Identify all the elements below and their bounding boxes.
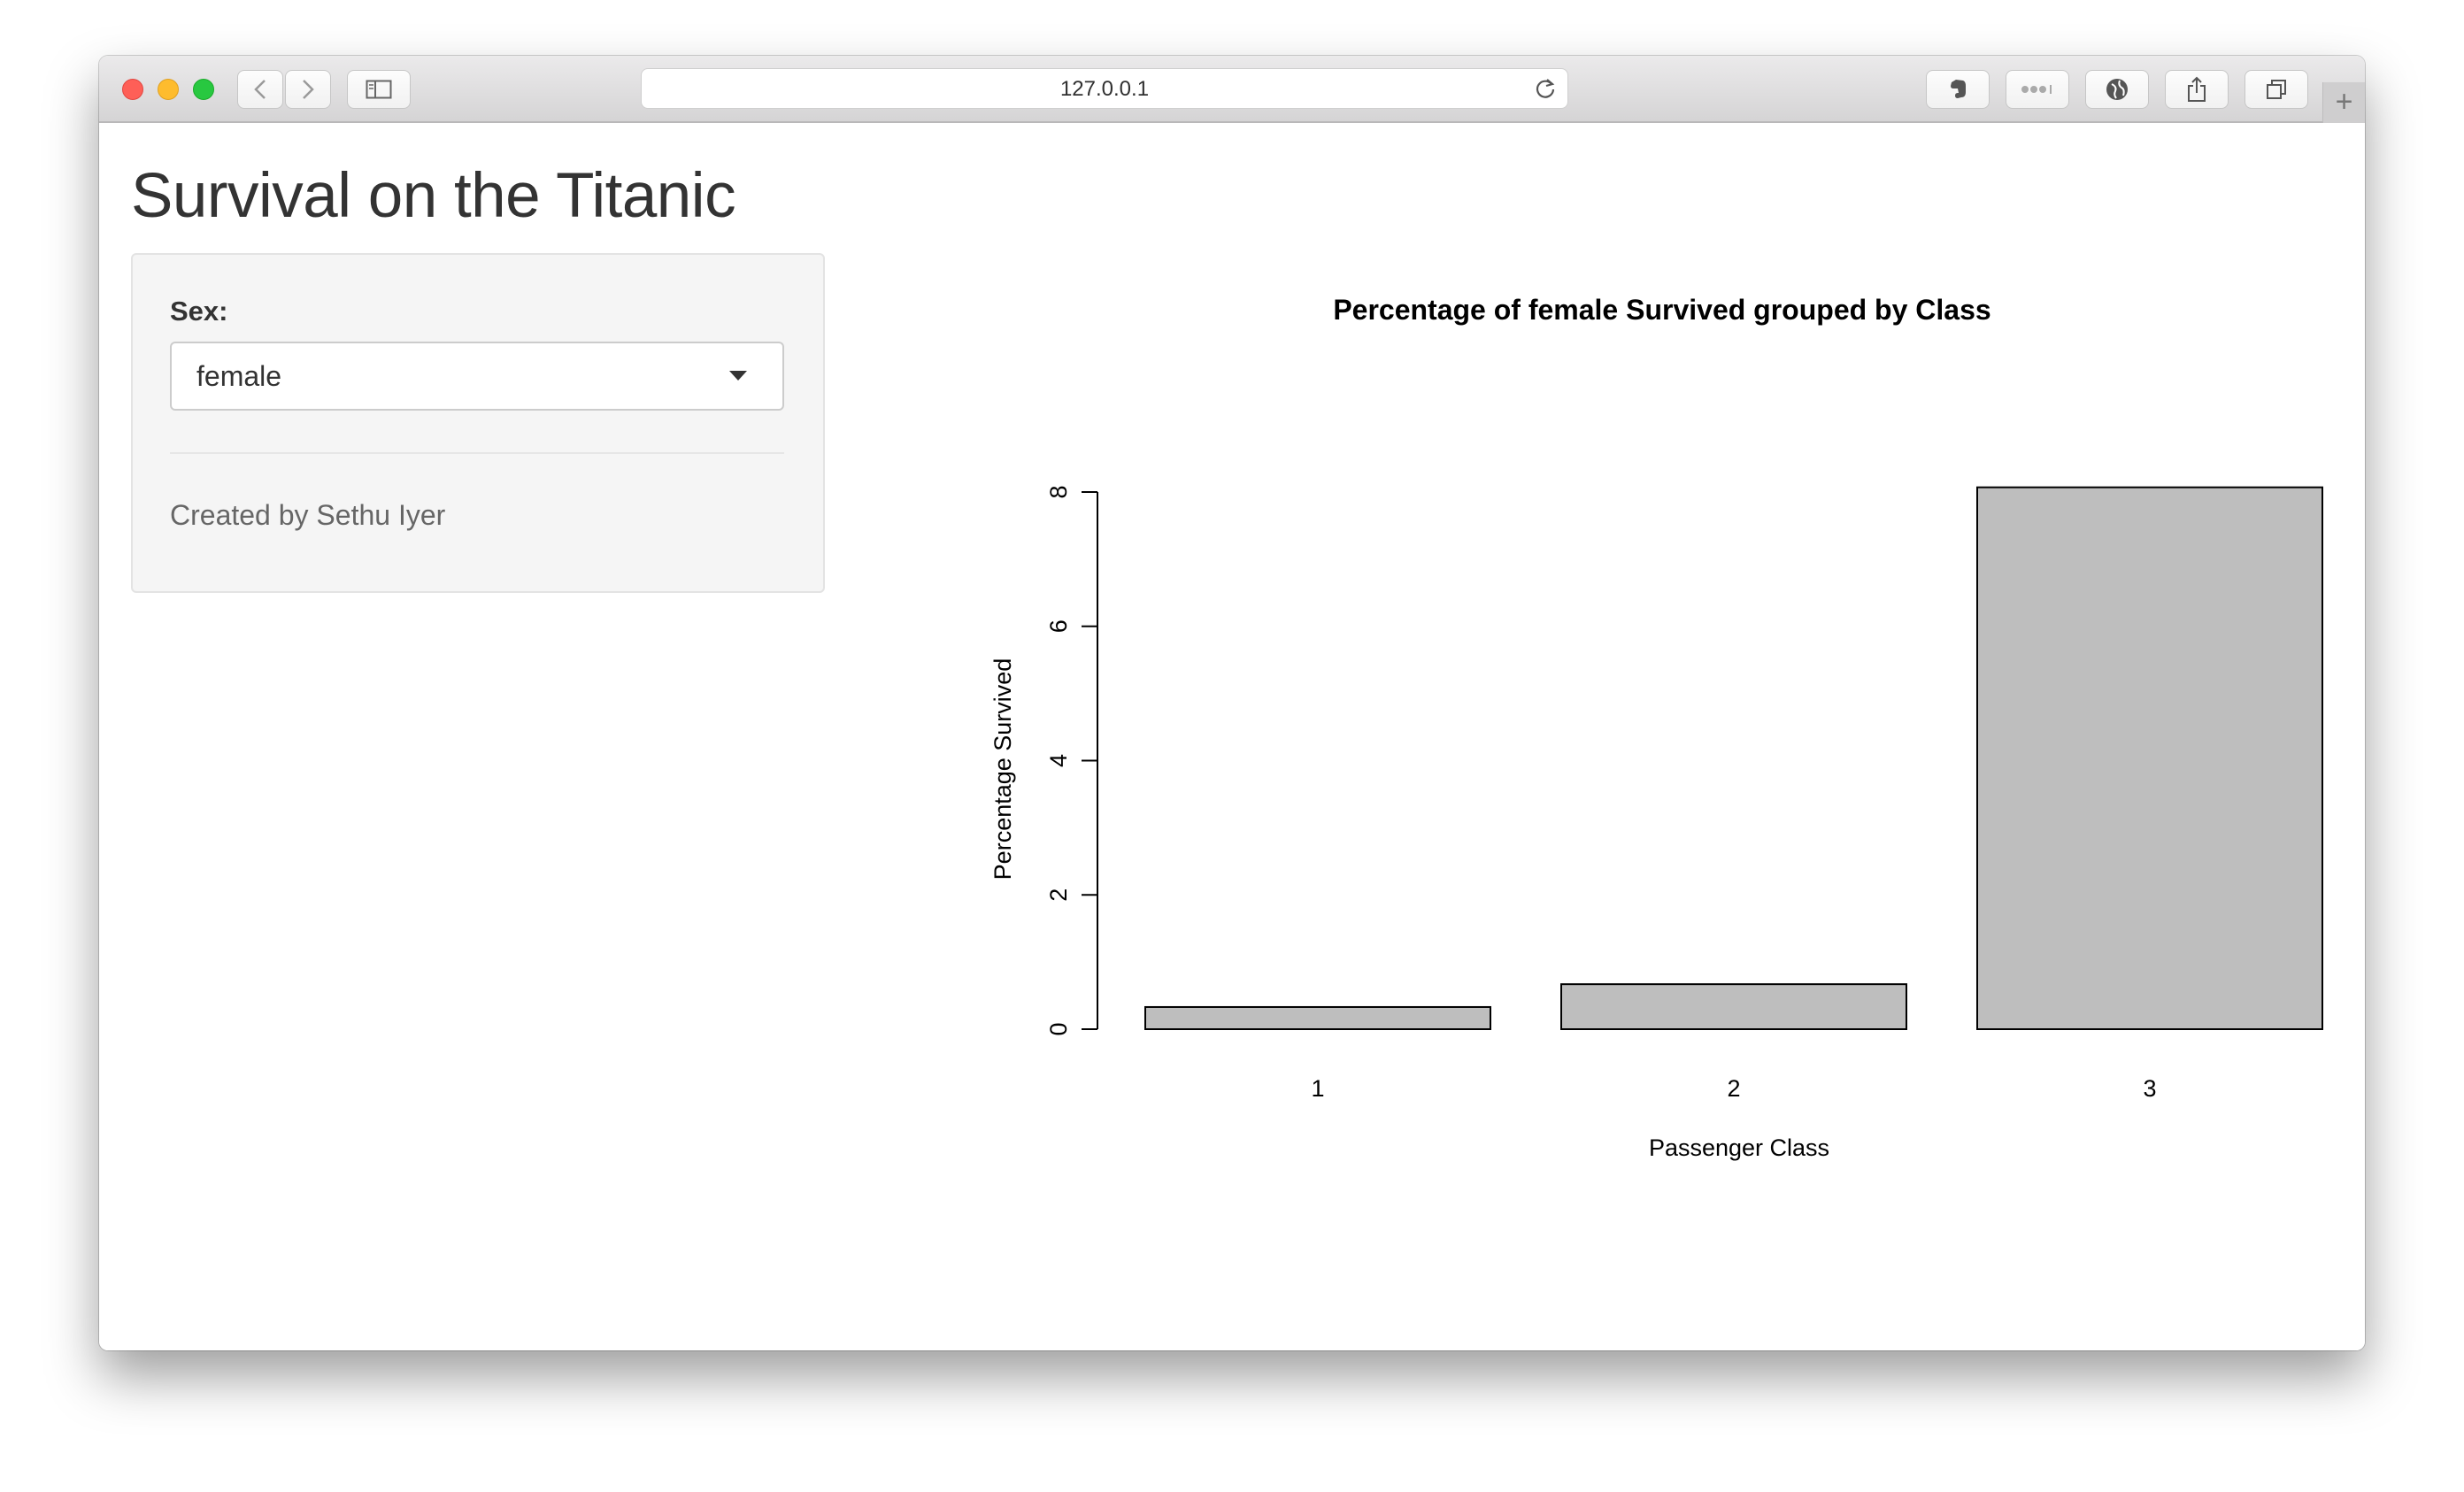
caret-down-icon: [729, 371, 747, 381]
zoom-window-button[interactable]: [193, 79, 214, 100]
y-tick-label: 2: [1045, 888, 1072, 902]
chevron-left-icon: [254, 80, 266, 99]
chart-bar: [1560, 983, 1907, 1031]
share-icon: [2188, 76, 2206, 102]
y-tick-label: 4: [1045, 754, 1072, 767]
forward-button[interactable]: [285, 70, 331, 109]
chart-x-tick-labels: 1 2 3: [1311, 1075, 2156, 1102]
sidebar-panel: Sex: female Created by Sethu Iyer: [131, 253, 825, 593]
tabs-overview-button[interactable]: [2245, 70, 2308, 109]
share-button[interactable]: [2165, 70, 2229, 109]
evernote-icon: [1951, 80, 1966, 98]
globe-icon: [2106, 79, 2128, 100]
y-tick-label: 0: [1045, 1022, 1072, 1035]
plus-icon: +: [2335, 85, 2353, 119]
chart-bar: [1976, 486, 2323, 1031]
chart-title: Percentage of female Survived grouped by…: [1333, 294, 1990, 326]
profile-button[interactable]: [2085, 70, 2149, 109]
chart-bar: [1144, 1005, 1491, 1030]
more-dots-icon: [2021, 85, 2052, 94]
new-tab-button[interactable]: +: [2322, 82, 2365, 123]
address-url: 127.0.0.1: [1059, 77, 1150, 101]
browser-toolbar: 127.0.0.1 +: [99, 56, 2365, 123]
chart-y-axis-label: Percentage Survived: [989, 658, 1016, 881]
sex-select[interactable]: female: [170, 342, 784, 411]
x-tick-label: 2: [1727, 1075, 1740, 1102]
minimize-window-button[interactable]: [158, 79, 179, 100]
bar-chart: Percentage of female Survived grouped by…: [989, 294, 2323, 1161]
page-content: Survival on the Titanic Sex: female Crea…: [99, 123, 2365, 1350]
sidebar-toggle-button[interactable]: [347, 70, 411, 109]
chart-bars: [1144, 486, 2323, 1031]
y-tick-label: 8: [1045, 485, 1072, 498]
x-tick-label: 1: [1311, 1075, 1324, 1102]
x-tick-label: 3: [2143, 1075, 2156, 1102]
sidebar-divider: [170, 452, 784, 454]
page-title: Survival on the Titanic: [131, 161, 736, 231]
more-button[interactable]: [2006, 70, 2069, 109]
chevron-right-icon: [303, 80, 314, 99]
sex-select-value: female: [196, 360, 282, 392]
sex-label: Sex:: [170, 296, 228, 327]
reload-icon[interactable]: [1534, 77, 1557, 100]
back-button[interactable]: [237, 70, 283, 109]
tabs-icon: [2267, 80, 2286, 99]
chart-x-axis-label: Passenger Class: [1649, 1134, 1829, 1161]
y-tick-label: 6: [1045, 619, 1072, 633]
browser-window: 127.0.0.1 + Survival on the Titanic Sex:…: [99, 56, 2365, 1350]
credit-text: Created by Sethu Iyer: [170, 499, 446, 531]
sidebar-icon: [366, 80, 392, 99]
address-bar[interactable]: 127.0.0.1: [641, 68, 1568, 109]
evernote-button[interactable]: [1926, 70, 1990, 109]
chart-y-axis: 0 2 4 6 8: [1045, 485, 1098, 1036]
close-window-button[interactable]: [122, 79, 143, 100]
